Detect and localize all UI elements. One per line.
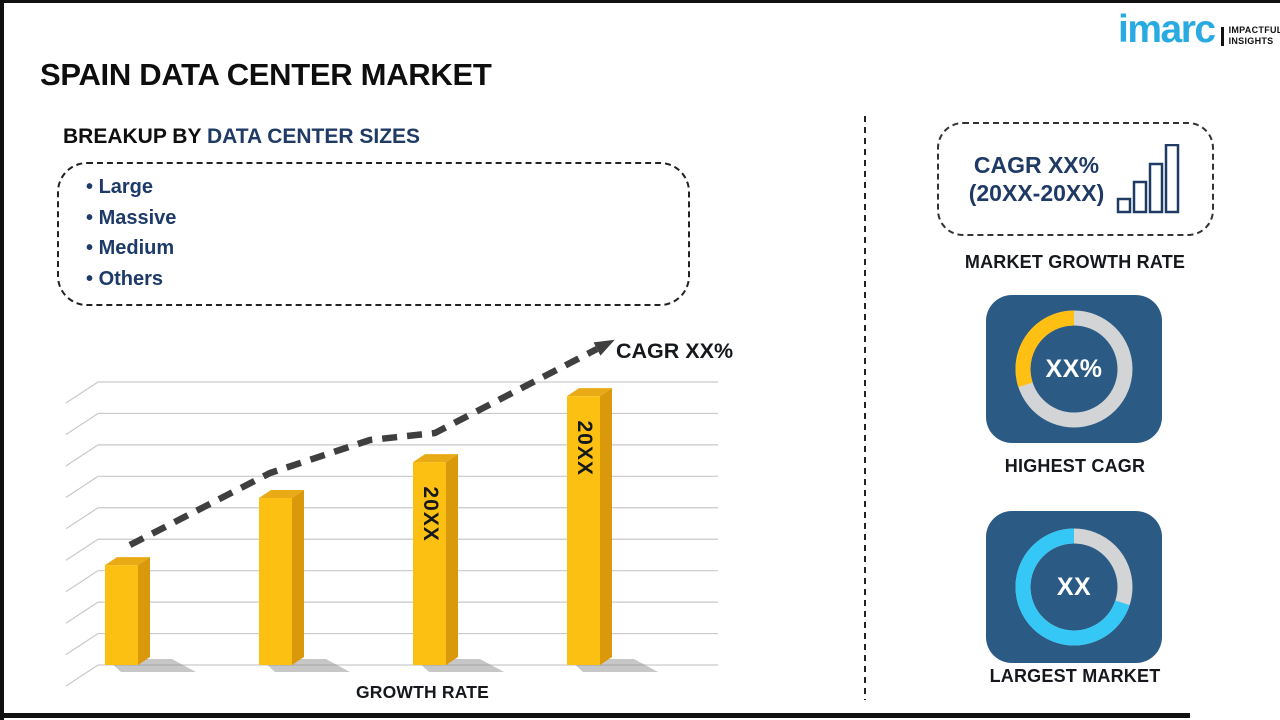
list-item: Large bbox=[86, 172, 176, 203]
logo-tagline: IMPACTFUL INSIGHTS bbox=[1228, 25, 1280, 46]
cagr-card: CAGR XX% (20XX-20XX) bbox=[937, 122, 1214, 236]
chart-x-axis-label: GROWTH RATE bbox=[355, 682, 490, 702]
donut-value: XX bbox=[1056, 572, 1092, 601]
cagr-value: CAGR XX% bbox=[973, 152, 1100, 178]
imarc-logo-wordmark: imarc bbox=[1118, 8, 1216, 51]
market-growth-rate-caption: MARKET GROWTH RATE bbox=[964, 252, 1186, 272]
cagr-period: (20XX-20XX) bbox=[968, 180, 1105, 206]
svg-text:20XX: 20XX bbox=[419, 486, 442, 541]
section-subtitle: BREAKUP BY DATA CENTER SIZES bbox=[63, 125, 420, 149]
highest-cagr-tile: XX% bbox=[986, 295, 1162, 443]
cagr-card-text: CAGR XX% (20XX-20XX) bbox=[969, 151, 1105, 207]
growth-rate-chart: 20XX 20XX CAGR XX% GROWTH RATE bbox=[40, 335, 740, 715]
highest-cagr-caption: HIGHEST CAGR bbox=[1004, 456, 1146, 476]
donut-chart-highest-cagr bbox=[1015, 310, 1133, 428]
donut-value: XX% bbox=[1045, 354, 1103, 383]
largest-market-tile: XX bbox=[986, 511, 1162, 663]
cagr-annotation: CAGR XX% bbox=[616, 339, 734, 363]
bar-chart-canvas: 20XX 20XX bbox=[65, 339, 718, 687]
bar-4: 20XX bbox=[567, 388, 658, 672]
logo-divider bbox=[1220, 27, 1224, 46]
breakup-list-box bbox=[57, 162, 690, 306]
breakup-list: Large Massive Medium Others bbox=[86, 172, 177, 295]
ascending-bars-icon bbox=[1117, 144, 1180, 214]
frame-bottom-border bbox=[0, 713, 1190, 718]
bar-3: 20XX bbox=[413, 454, 504, 672]
frame-top-border bbox=[0, 0, 1280, 3]
subtitle-prefix: BREAKUP BY bbox=[63, 125, 202, 148]
bar-2 bbox=[259, 490, 350, 672]
frame-left-border bbox=[0, 0, 4, 720]
largest-market-caption: LARGEST MARKET bbox=[989, 666, 1161, 686]
section-divider bbox=[864, 116, 866, 700]
imarc-logo: imarc IMPACTFUL INSIGHTS bbox=[1118, 8, 1280, 52]
subtitle-highlight: DATA CENTER SIZES bbox=[206, 125, 421, 148]
list-item: Medium bbox=[86, 233, 176, 264]
donut-chart-largest-market bbox=[1015, 528, 1133, 646]
list-item: Massive bbox=[86, 203, 177, 234]
svg-text:20XX: 20XX bbox=[573, 420, 596, 475]
bar-1 bbox=[105, 557, 196, 672]
page-title: SPAIN DATA CENTER MARKET bbox=[40, 57, 492, 92]
list-item: Others bbox=[86, 264, 176, 295]
